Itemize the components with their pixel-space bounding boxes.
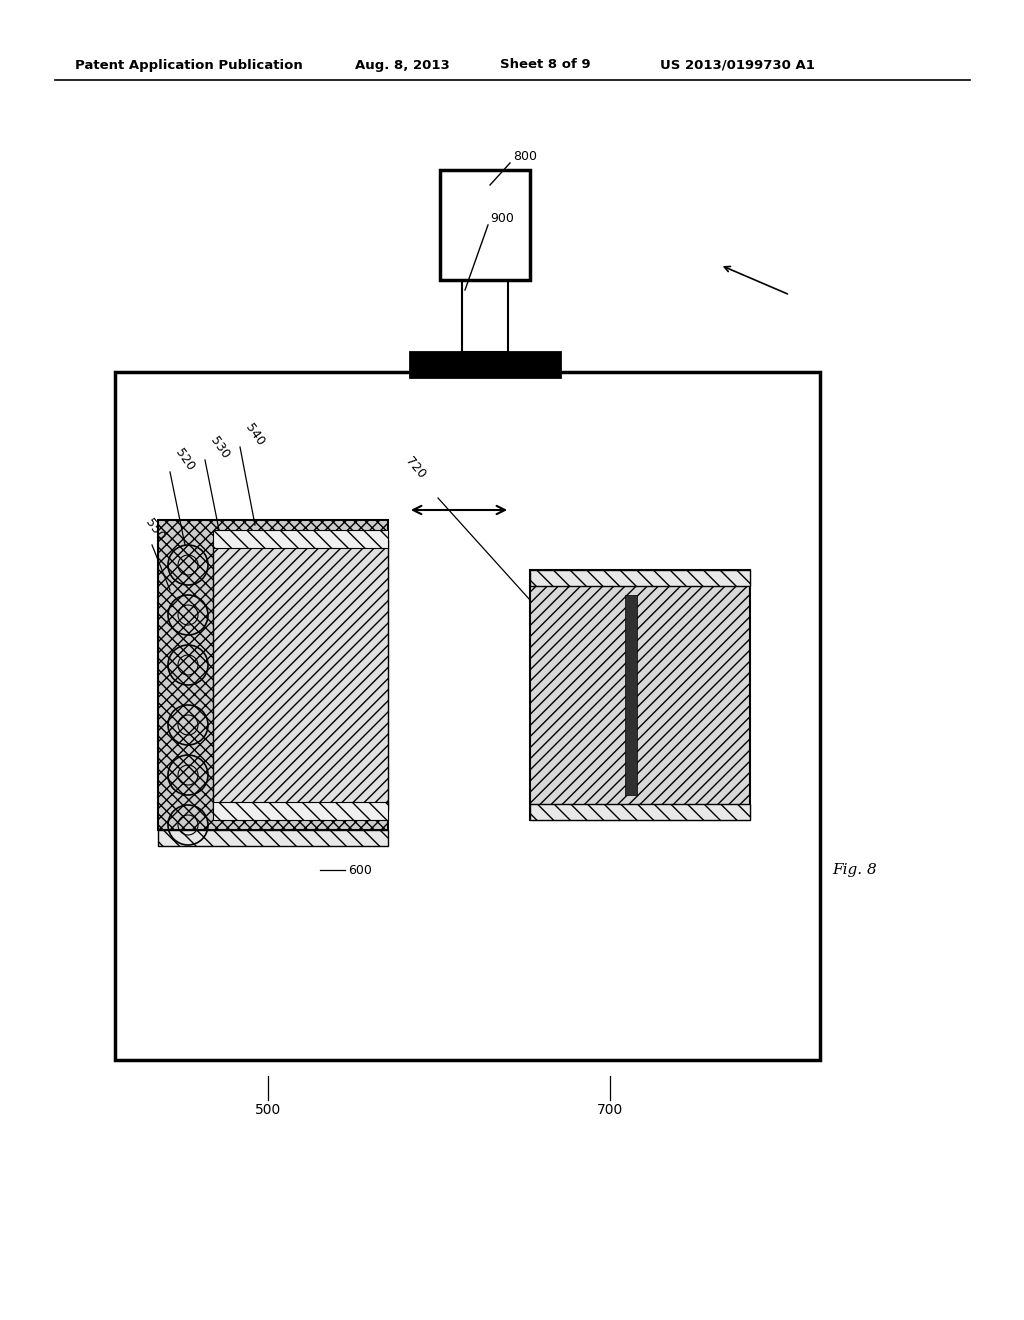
Bar [530, 570, 750, 586]
Text: 550: 550 [142, 516, 167, 544]
Bar [115, 372, 820, 1060]
Text: Patent Application Publication: Patent Application Publication [75, 58, 303, 71]
Text: 540: 540 [243, 421, 267, 449]
Text: 520: 520 [173, 446, 198, 474]
Text: US 2013/0199730 A1: US 2013/0199730 A1 [660, 58, 815, 71]
Bar [410, 352, 560, 378]
Bar [462, 280, 508, 352]
Text: 700: 700 [597, 1104, 624, 1117]
Text: Aug. 8, 2013: Aug. 8, 2013 [355, 58, 450, 71]
Bar [625, 595, 637, 795]
Bar [213, 540, 388, 810]
Text: 600: 600 [348, 863, 372, 876]
Bar [158, 830, 388, 846]
Text: 530: 530 [208, 434, 232, 462]
Text: Sheet 8 of 9: Sheet 8 of 9 [500, 58, 591, 71]
Bar [530, 804, 750, 820]
Text: 500: 500 [255, 1104, 282, 1117]
Bar [213, 531, 388, 548]
Text: 900: 900 [490, 211, 514, 224]
Text: 800: 800 [513, 150, 537, 164]
Bar [440, 170, 530, 280]
Bar [158, 520, 388, 830]
Bar [530, 570, 750, 820]
Bar [213, 803, 388, 820]
Text: 720: 720 [402, 454, 428, 482]
Text: Fig. 8: Fig. 8 [833, 863, 878, 876]
